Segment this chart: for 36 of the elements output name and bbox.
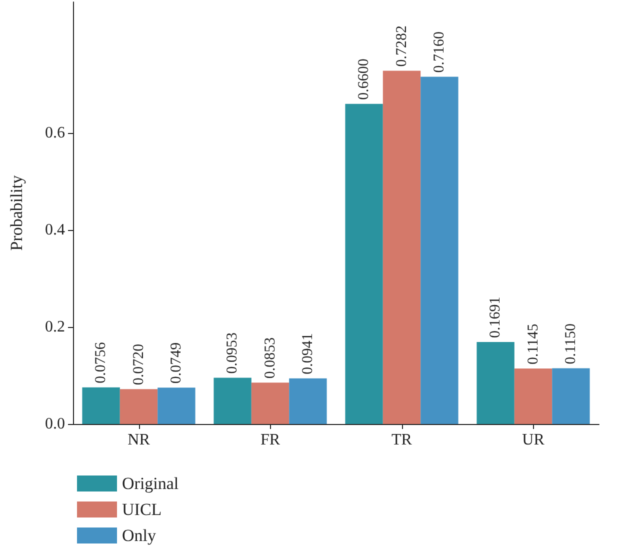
- data-label: 0.1150: [562, 324, 579, 364]
- data-label: 0.7160: [431, 31, 448, 73]
- data-label: 0.0756: [93, 342, 110, 384]
- legend-label: Only: [122, 526, 156, 545]
- bar: [120, 389, 158, 424]
- bar: [345, 104, 383, 424]
- bar: [420, 76, 458, 424]
- data-label: 0.1691: [488, 296, 504, 338]
- legend-label: Original: [122, 474, 179, 493]
- bar: [214, 378, 252, 424]
- y-tick-label: 0.0: [45, 416, 65, 432]
- data-label: 0.0749: [168, 342, 184, 384]
- data-label: 0.7282: [394, 26, 410, 67]
- bar: [552, 368, 590, 424]
- x-tick-label: NR: [128, 432, 150, 448]
- data-label: 0.0941: [300, 333, 316, 374]
- data-label: 0.1145: [525, 324, 542, 364]
- data-label: 0.6600: [356, 58, 372, 100]
- bar: [514, 368, 552, 424]
- data-label: 0.0953: [224, 332, 241, 374]
- bar: [382, 70, 421, 424]
- y-tick-label: 0.2: [45, 318, 65, 336]
- bar: [289, 378, 327, 424]
- x-tick-label: UR: [522, 432, 545, 448]
- bar: [251, 382, 290, 424]
- data-label: 0.0853: [262, 337, 278, 379]
- legend-label: UICL: [122, 500, 162, 519]
- y-axis-title: Probability: [7, 174, 26, 251]
- y-tick-label: 0.4: [45, 221, 65, 238]
- y-tick-label: 0.6: [45, 124, 65, 142]
- bar: [82, 387, 120, 424]
- bar: [476, 342, 514, 424]
- bar: [158, 388, 196, 424]
- x-tick-label: TR: [392, 432, 412, 448]
- data-label: 0.0720: [130, 344, 147, 386]
- x-tick-label: FR: [260, 432, 280, 448]
